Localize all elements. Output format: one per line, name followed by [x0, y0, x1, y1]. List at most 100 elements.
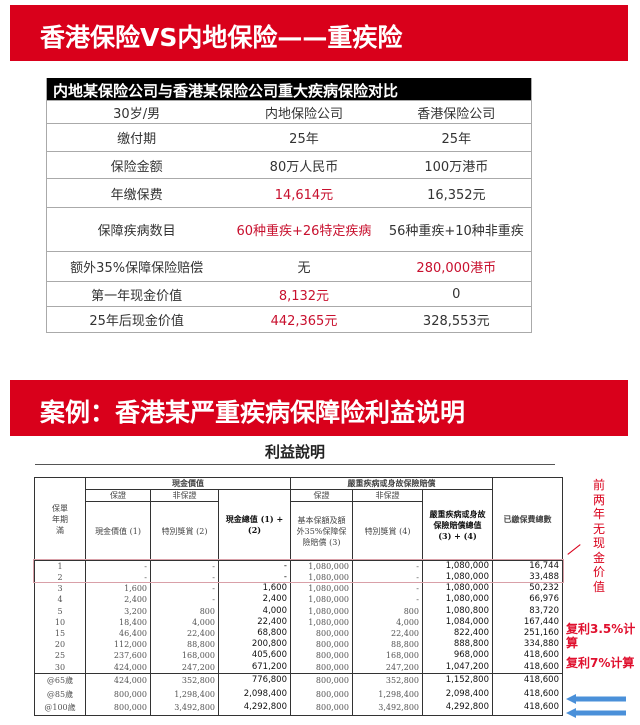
table-cell: 1,080,000: [290, 616, 353, 628]
table-cell: 1,080,000: [422, 583, 493, 595]
table-row: 20 112,000 88,800 200,800 800,000 88,800 888,8…: [34, 639, 563, 651]
cell-hk: 25年: [441, 132, 472, 147]
table-cell: -: [352, 594, 423, 606]
header-guaranteed: 保證: [290, 489, 353, 502]
table-cell: 2,098,400: [422, 687, 493, 701]
arrow-left-icon: [566, 694, 626, 704]
table-row: 3 1,600-1,600 1,080,000-1,080,000 50,232: [34, 583, 563, 595]
table-cell: 776,800: [218, 672, 291, 687]
table-cell: @65歲: [34, 672, 86, 687]
table-cell: 22,400: [352, 627, 423, 640]
table-cell: 1,080,000: [290, 594, 353, 606]
table-cell: 4,292,800: [218, 701, 291, 716]
table-cell: 2,098,400: [218, 687, 291, 701]
table-cell: 1,080,000: [290, 605, 353, 617]
table-cell: 5: [34, 605, 86, 617]
table-cell: 20: [34, 639, 86, 651]
cell-hk: 280,000港币: [416, 261, 497, 276]
col-header: 香港保险公司: [417, 106, 496, 122]
table-cell: 800,000: [290, 650, 353, 662]
table-cell: 3: [34, 583, 86, 595]
table-row: @65歲 424,000 352,800 776,800 800,000 352,800 1…: [34, 672, 563, 687]
annotation-rate-7: 复利7%计算: [566, 656, 635, 670]
table-cell: 1,047,200: [422, 661, 493, 673]
table-cell: 800,000: [290, 701, 353, 716]
table-cell: -: [150, 594, 219, 606]
table-cell: 247,200: [352, 661, 423, 673]
table-row: 15 46,400 22,400 68,800 800,000 22,400 822,400…: [34, 627, 563, 640]
banner-title: 香港保险VS内地保险——重疾险: [40, 23, 403, 52]
cell-label: 保障疾病数目: [97, 224, 176, 239]
table-cell: 800: [352, 605, 423, 617]
table-cell: 247,200: [150, 661, 219, 673]
table-cell: @85歲: [34, 687, 86, 701]
table-cell: 800,000: [290, 672, 353, 687]
table-cell: 418,600: [492, 687, 563, 701]
table-cell: 30: [34, 661, 86, 673]
table-cell: 112,000: [85, 639, 151, 651]
table-cell: 800,000: [290, 661, 353, 673]
table-cell: 405,600: [218, 650, 291, 662]
table-cell: 1,600: [218, 583, 291, 595]
col-header: 30岁/男: [113, 106, 161, 122]
table-cell: 22,400: [150, 627, 219, 640]
arrow-left-icon: [566, 708, 626, 718]
table-row: 保障疾病数目 60种重疾+26特定疾病 56种重疾+10种非重疾: [47, 207, 531, 251]
table-cell: 88,800: [352, 639, 423, 651]
table-cell: 4,000: [150, 616, 219, 628]
annotation-rate-3-5: 复利3.5%计算: [566, 622, 636, 650]
table-row: 1- - -1,080,000-1,080,000 16,744: [34, 560, 563, 572]
table-cell: 2,400: [218, 594, 291, 606]
cell-mainland: 14,614元: [274, 187, 334, 203]
table-cell: 4,000: [218, 605, 291, 617]
cell-mainland: 25年: [289, 132, 319, 147]
table-cell: 418,600: [492, 672, 563, 687]
table-cell: 800,000: [290, 627, 353, 640]
table-cell: 1,152,800: [422, 672, 493, 687]
table-cell: 334,880: [492, 639, 563, 651]
header-year: 保單年期滿: [34, 477, 86, 561]
highlight-box: [33, 559, 564, 583]
table-cell: 2,400: [85, 594, 151, 606]
col-header: 内地保险公司: [264, 106, 343, 122]
cell-label: 第一年现金价值: [91, 288, 183, 304]
comparison-table: 内地某保险公司与香港某保险公司重大疾病保险对比 30岁/男 内地保险公司 香港保…: [46, 78, 532, 333]
table-row: 保险金额 80万人民币 100万港币: [47, 151, 531, 178]
table-cell: 10: [34, 616, 86, 628]
title-banner: 香港保险VS内地保险——重疾险: [10, 5, 628, 61]
table-cell: 418,600: [492, 650, 563, 662]
table-row: 4 2,400-2,400 1,080,000-1,080,000 66,976: [34, 594, 563, 606]
comparison-rows: 缴付期 25年 25年 保险金额 80万人民币 100万港币 年缴保费 14,614元 16,3…: [47, 123, 531, 332]
table-cell: 200,800: [218, 639, 291, 651]
header-bonus: 特別獎賞 (4): [352, 501, 423, 561]
header-premium: 已繳保費總數: [492, 477, 563, 561]
table-cell: 66,976: [492, 594, 563, 606]
cell-hk: 100万港币: [424, 159, 489, 175]
table-cell: 800,000: [290, 639, 353, 651]
table-cell: 1,080,800: [422, 605, 493, 617]
table-row: 5 3,200 800 4,000 1,080,000 800 1,080,800 83,72…: [34, 605, 563, 617]
table-cell: 15: [34, 627, 86, 640]
table-cell: 16,744: [492, 560, 563, 572]
header-guaranteed: 保證: [85, 489, 151, 502]
table-cell: 352,800: [352, 672, 423, 687]
cell-label: 缴付期: [117, 132, 157, 147]
annotation-first-two-years: 前两年无现金价值: [592, 478, 605, 594]
table-cell: 800: [150, 605, 219, 617]
table-cell: 968,000: [422, 650, 493, 662]
cell-label: 保险金额: [110, 159, 163, 175]
annotation-line: [567, 544, 581, 555]
table-cell: 1,084,000: [422, 616, 493, 628]
table-cell: 167,440: [492, 616, 563, 628]
table-cell: 68,800: [218, 627, 291, 640]
divider: [35, 464, 555, 465]
table-row: @100歲 800,000 3,492,800 4,292,800 800,000 3,4…: [34, 701, 563, 716]
banner-title: 案例：香港某严重疾病保障险利益说明: [40, 398, 466, 427]
table-cell: -: [352, 583, 423, 595]
table-cell: 1,298,400: [150, 687, 219, 701]
table-cell: 1,298,400: [352, 687, 423, 701]
table-cell: 418,600: [492, 701, 563, 716]
table-cell: 83,720: [492, 605, 563, 617]
benefit-rows: 1- - -1,080,000-1,080,000 16,744 2- - -1,080,0…: [34, 560, 563, 716]
table-cell: 3,200: [85, 605, 151, 617]
